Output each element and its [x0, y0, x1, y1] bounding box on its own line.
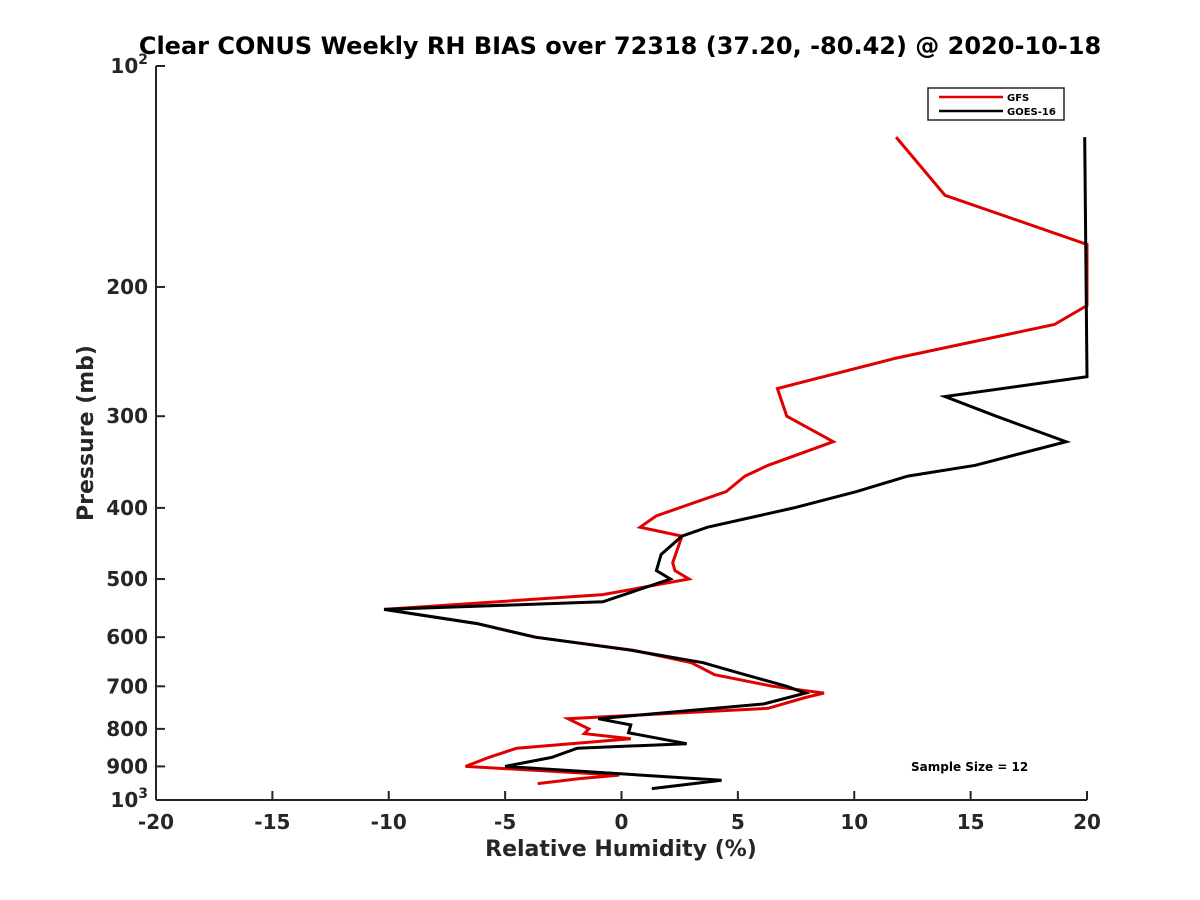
y-tick-exponent: 2: [138, 52, 148, 68]
x-tick-label: 10: [840, 810, 868, 834]
x-tick-label: 5: [731, 810, 745, 834]
chart-title: Clear CONUS Weekly RH BIAS over 72318 (3…: [139, 32, 1101, 60]
x-tick-label: 0: [615, 810, 629, 834]
legend-box: [927, 87, 1065, 121]
legend-label-goes16: GOES-16: [1007, 107, 1056, 118]
y-tick-exponent: 3: [138, 786, 148, 802]
y-axis-label: Pressure (mb): [74, 345, 99, 521]
y-tick-label: 200: [106, 275, 148, 299]
x-tick-label: 20: [1073, 810, 1101, 834]
y-tick-label: 800: [106, 717, 148, 741]
y-tick-base: 800: [106, 717, 148, 741]
y-tick-label: 400: [106, 496, 148, 520]
y-tick-label: 900: [106, 754, 148, 778]
sample-size-annotation: Sample Size = 12: [911, 760, 1028, 774]
legend: GFS GOES-16: [927, 87, 1065, 121]
y-tick-label: 102: [110, 52, 148, 78]
x-tick-label: 15: [957, 810, 985, 834]
y-tick-label: 103: [110, 786, 148, 812]
x-tick-label: -10: [371, 810, 407, 834]
series-line-goes-16: [383, 137, 1089, 791]
y-tick-base: 500: [106, 567, 148, 591]
y-tick-base: 200: [106, 275, 148, 299]
y-tick-base: 10: [110, 54, 138, 78]
y-tick-label: 500: [106, 567, 148, 591]
y-tick-base: 900: [106, 754, 148, 778]
legend-label-gfs: GFS: [1007, 93, 1029, 104]
y-tick-base: 400: [106, 496, 148, 520]
x-axis-label: Relative Humidity (%): [485, 837, 757, 862]
y-tick-label: 300: [106, 404, 148, 428]
series-line-gfs: [383, 136, 1089, 786]
y-tick-base: 300: [106, 404, 148, 428]
x-ticks: -20 -15 -10 -5 0 5 10 15 20: [138, 791, 1101, 834]
y-tick-base: 10: [110, 788, 138, 812]
y-tick-label: 600: [106, 625, 148, 649]
y-tick-label: 700: [106, 674, 148, 698]
y-tick-base: 700: [106, 674, 148, 698]
y-tick-base: 600: [106, 625, 148, 649]
x-tick-label: -15: [254, 810, 290, 834]
series-lines: [383, 136, 1089, 791]
x-tick-label: -5: [494, 810, 516, 834]
x-tick-label: -20: [138, 810, 174, 834]
